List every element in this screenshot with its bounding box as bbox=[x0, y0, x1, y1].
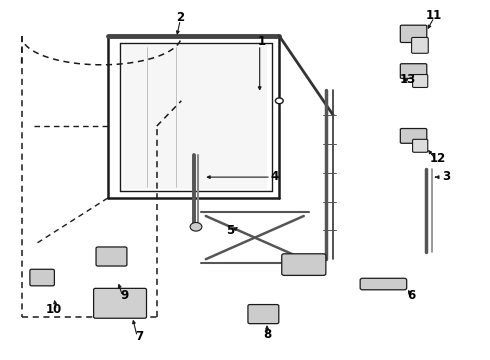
Text: 10: 10 bbox=[46, 303, 62, 316]
FancyBboxPatch shape bbox=[30, 269, 54, 286]
FancyBboxPatch shape bbox=[360, 278, 407, 290]
Circle shape bbox=[275, 98, 283, 104]
Text: 7: 7 bbox=[136, 330, 144, 343]
FancyBboxPatch shape bbox=[400, 64, 427, 78]
Text: 1: 1 bbox=[258, 35, 266, 48]
Circle shape bbox=[260, 312, 266, 316]
Text: 5: 5 bbox=[226, 224, 234, 237]
Circle shape bbox=[190, 222, 202, 231]
FancyBboxPatch shape bbox=[94, 288, 147, 318]
FancyBboxPatch shape bbox=[413, 139, 428, 152]
Text: 2: 2 bbox=[176, 11, 184, 24]
FancyBboxPatch shape bbox=[248, 305, 279, 324]
Text: 13: 13 bbox=[399, 73, 416, 86]
Text: 4: 4 bbox=[270, 170, 278, 183]
Text: 12: 12 bbox=[429, 152, 446, 165]
FancyBboxPatch shape bbox=[413, 75, 428, 87]
Text: 3: 3 bbox=[442, 170, 450, 183]
Text: 9: 9 bbox=[121, 289, 129, 302]
FancyBboxPatch shape bbox=[400, 129, 427, 143]
Text: 8: 8 bbox=[263, 328, 271, 341]
FancyBboxPatch shape bbox=[412, 37, 428, 53]
FancyBboxPatch shape bbox=[282, 254, 326, 275]
Text: 6: 6 bbox=[408, 289, 416, 302]
FancyBboxPatch shape bbox=[400, 25, 427, 42]
Text: 11: 11 bbox=[426, 9, 442, 22]
FancyBboxPatch shape bbox=[96, 247, 127, 266]
Polygon shape bbox=[122, 45, 267, 189]
